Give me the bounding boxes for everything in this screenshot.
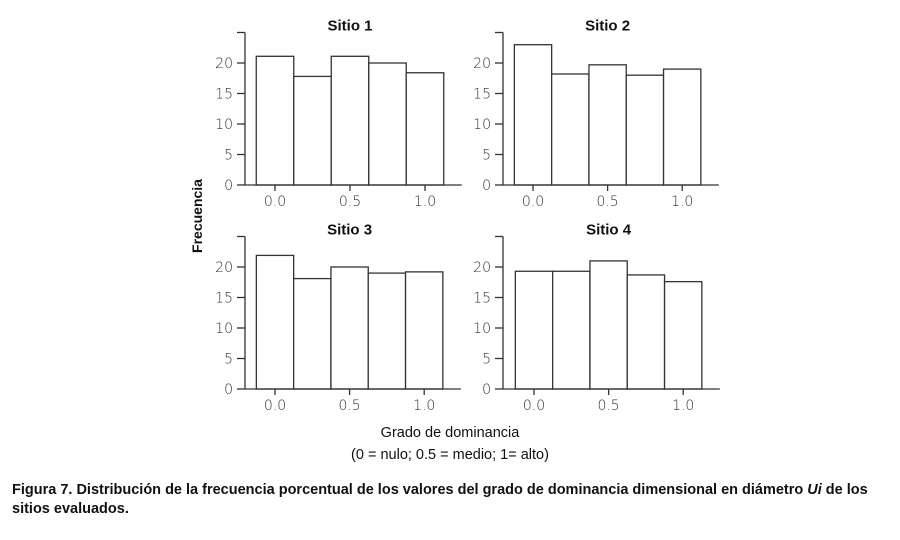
y-tick-label: 5 bbox=[224, 148, 233, 164]
histogram-bar bbox=[552, 270, 591, 390]
y-tick-label: 15 bbox=[473, 291, 491, 307]
y-tick-label: 10 bbox=[473, 321, 491, 337]
x-axis-sublabel: (0 = nulo; 0.5 = medio; 1= alto) bbox=[351, 447, 549, 463]
x-tick-label: 1.0 bbox=[672, 398, 694, 414]
y-tick-label: 20 bbox=[473, 260, 491, 276]
y-tick-label: 20 bbox=[215, 56, 233, 72]
panel-title: Sitio 3 bbox=[327, 222, 372, 239]
panel-1: Sitio 1 0 5 10 15 20 0.0 0.5 1.0 bbox=[215, 18, 462, 210]
y-tick-label: 5 bbox=[482, 352, 491, 368]
y-tick-label: 10 bbox=[473, 117, 491, 133]
caption-end: de los sitios evaluados. bbox=[12, 482, 868, 517]
x-tick-label: 0.0 bbox=[522, 194, 544, 210]
histogram-bar bbox=[368, 62, 407, 186]
histogram-bar bbox=[663, 280, 703, 390]
histogram-bar bbox=[626, 274, 666, 390]
histogram-bar bbox=[405, 72, 445, 186]
panel-title: Sitio 2 bbox=[585, 18, 630, 35]
histogram-bar bbox=[513, 44, 553, 186]
y-tick-label: 20 bbox=[215, 260, 233, 276]
panel-title: Sitio 1 bbox=[327, 18, 372, 35]
x-tick-label: 0.0 bbox=[523, 398, 545, 414]
y-tick-label: 5 bbox=[482, 148, 491, 164]
y-tick-label: 5 bbox=[224, 352, 233, 368]
histogram-bar bbox=[293, 75, 332, 186]
x-axis-label: Grado de dominancia bbox=[380, 425, 520, 441]
x-tick-label: 1.0 bbox=[413, 398, 435, 414]
histogram-bar bbox=[589, 260, 628, 390]
panel-4: Sitio 4 0 5 10 15 20 0.0 0.5 1.0 bbox=[473, 222, 720, 414]
y-tick-label: 0 bbox=[224, 382, 233, 398]
histogram-bar bbox=[551, 73, 590, 186]
figure-caption: Figura 7. Distribución de la frecuencia … bbox=[12, 481, 892, 519]
y-tick-label: 15 bbox=[215, 87, 233, 103]
x-tick-label: 0.5 bbox=[596, 194, 618, 210]
y-tick-label: 15 bbox=[215, 291, 233, 307]
histogram-bar bbox=[255, 55, 295, 186]
x-tick-label: 0.5 bbox=[339, 194, 361, 210]
x-tick-label: 0.5 bbox=[597, 398, 619, 414]
y-tick-label: 10 bbox=[215, 117, 233, 133]
histogram-bar bbox=[330, 55, 370, 186]
histogram-bar bbox=[662, 68, 702, 186]
x-tick-label: 0.5 bbox=[338, 398, 360, 414]
y-tick-label: 0 bbox=[224, 178, 233, 194]
panel-title: Sitio 4 bbox=[586, 222, 632, 239]
x-tick-label: 0.0 bbox=[264, 398, 286, 414]
caption-italic: Ui bbox=[807, 482, 822, 498]
histogram-bar bbox=[292, 277, 332, 390]
histogram-bar bbox=[514, 270, 554, 390]
panel-3: Sitio 3 0 5 10 15 20 0.0 0.5 1.0 bbox=[215, 222, 461, 414]
y-tick-label: 10 bbox=[215, 321, 233, 337]
panel-2: Sitio 2 0 5 10 15 20 0.0 0.5 1.0 bbox=[473, 18, 719, 210]
x-tick-label: 1.0 bbox=[671, 194, 693, 210]
y-tick-label: 0 bbox=[482, 178, 491, 194]
y-tick-label: 0 bbox=[482, 382, 491, 398]
y-axis-label: Frecuencia bbox=[189, 179, 205, 253]
caption-text: Figura 7. Distribución de la frecuencia … bbox=[12, 482, 808, 498]
y-tick-label: 20 bbox=[473, 56, 491, 72]
histogram-bar bbox=[367, 272, 407, 390]
x-tick-label: 0.0 bbox=[264, 194, 286, 210]
y-tick-label: 15 bbox=[473, 87, 491, 103]
histogram-bar bbox=[255, 254, 295, 390]
histogram-bar bbox=[404, 271, 444, 390]
histogram-bar bbox=[330, 266, 369, 390]
x-tick-label: 1.0 bbox=[414, 194, 436, 210]
histogram-bar bbox=[588, 64, 627, 186]
histogram-bar bbox=[625, 74, 665, 186]
